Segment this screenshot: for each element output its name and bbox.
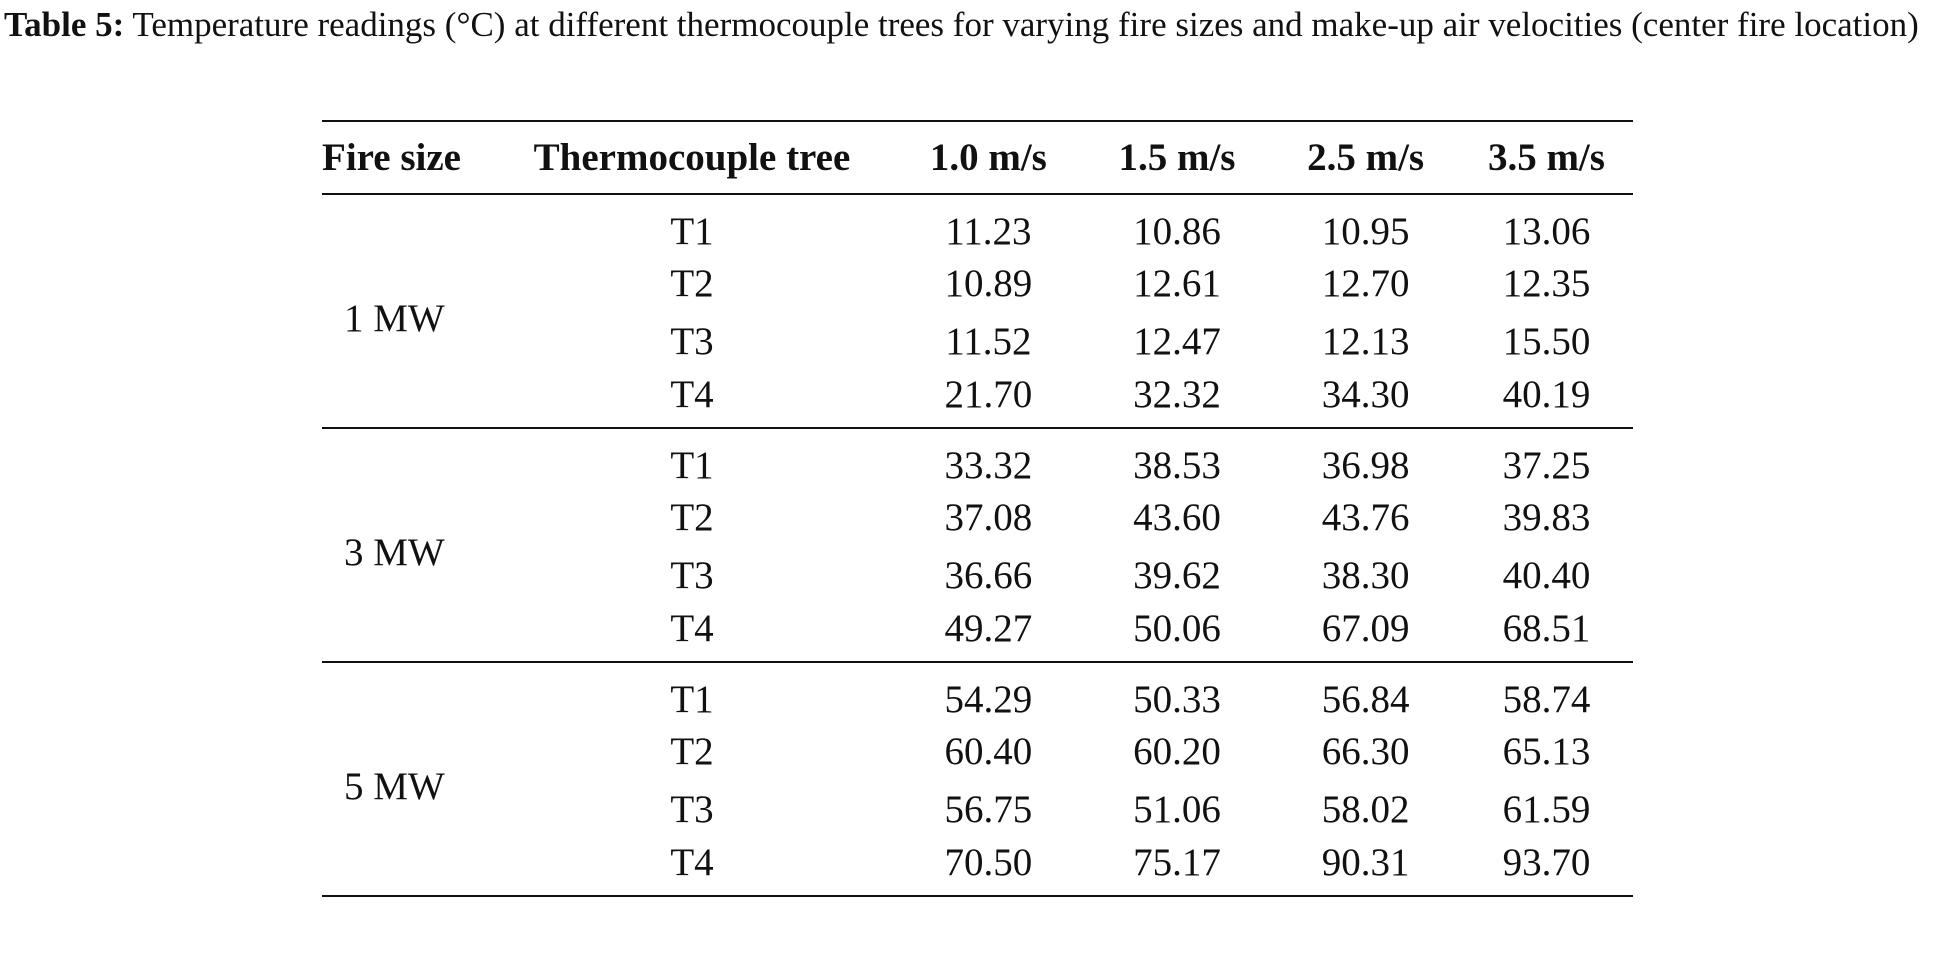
tree-cell: T4 [670,607,714,650]
value-cell: 56.84 [1321,678,1410,721]
tree-cell: T3 [670,787,714,831]
table-row: T3 36.66 39.62 38.30 40.40 [322,546,1633,604]
value-cell: 12.70 [1321,261,1410,305]
value-cell: 37.08 [944,495,1033,539]
table-row: T3 11.52 12.47 12.13 15.50 [322,312,1633,370]
value-cell: 40.19 [1502,373,1591,416]
table-row: 1 MW T1 11.23 10.86 10.95 13.06 [322,194,1633,340]
group-3mw: 3 MW T1 33.32 38.53 36.98 37.25 T2 37.08… [322,428,1633,662]
table-row: T4 21.70 32.32 34.30 40.19 [322,370,1633,428]
header-velocity-2: 1.5 m/s [1082,120,1272,195]
table-row: T4 70.50 75.17 90.31 93.70 [322,838,1633,896]
table-row: 5 MW T1 54.29 50.33 56.84 58.74 [322,662,1633,808]
value-cell: 12.35 [1502,261,1591,305]
value-cell: 75.17 [1133,841,1221,884]
value-cell: 33.32 [944,444,1033,487]
fire-size-cell: 3 MW [344,530,445,574]
value-cell: 93.70 [1502,841,1591,884]
value-cell: 10.95 [1321,210,1410,253]
value-cell: 13.06 [1502,210,1591,253]
value-cell: 36.98 [1321,444,1410,487]
value-cell: 67.09 [1321,607,1410,650]
table-row: T4 49.27 50.06 67.09 68.51 [322,604,1633,662]
tree-cell: T2 [670,729,714,773]
value-cell: 34.30 [1321,373,1410,416]
tree-cell: T4 [670,373,714,416]
value-cell: 32.32 [1133,373,1221,416]
value-cell: 39.62 [1133,553,1221,597]
tree-cell: T3 [670,319,714,363]
value-cell: 37.25 [1502,444,1591,487]
tree-cell: T1 [670,210,714,253]
header-velocity-3: 2.5 m/s [1271,120,1460,195]
header-row: Fire size Thermocouple tree 1.0 m/s 1.5 … [322,120,1633,195]
value-cell: 68.51 [1502,607,1591,650]
table-header: Fire size Thermocouple tree 1.0 m/s 1.5 … [322,120,1633,195]
value-cell: 12.13 [1321,319,1410,363]
value-cell: 12.47 [1133,319,1221,363]
value-cell: 54.29 [944,678,1033,721]
value-cell: 38.30 [1321,553,1410,597]
header-thermocouple-tree: Thermocouple tree [489,120,895,195]
value-cell: 60.40 [944,729,1033,773]
header-velocity-1: 1.0 m/s [894,120,1083,195]
table-row: T3 56.75 51.06 58.02 61.59 [322,780,1633,838]
value-cell: 61.59 [1502,787,1591,831]
value-cell: 11.23 [945,210,1032,253]
value-cell: 43.60 [1133,495,1221,539]
value-cell: 60.20 [1133,729,1221,773]
group-1mw: 1 MW T1 11.23 10.86 10.95 13.06 T2 10.89… [322,194,1633,428]
value-cell: 21.70 [944,373,1033,416]
value-cell: 12.61 [1133,261,1221,305]
value-cell: 38.53 [1133,444,1221,487]
caption-text: Temperature readings (°C) at different t… [132,5,1919,44]
fire-size-cell: 1 MW [344,296,445,340]
value-cell: 58.02 [1321,787,1410,831]
header-velocity-4: 3.5 m/s [1459,120,1633,195]
table-caption: Table 5: Temperature readings (°C) at di… [4,0,1949,49]
group-5mw: 5 MW T1 54.29 50.33 56.84 58.74 T2 60.40… [322,662,1633,896]
tree-cell: T1 [670,678,714,721]
value-cell: 56.75 [944,787,1033,831]
tree-cell: T2 [670,495,714,539]
value-cell: 50.06 [1133,607,1221,650]
fire-size-cell: 5 MW [344,764,445,808]
temperature-table: Fire size Thermocouple tree 1.0 m/s 1.5 … [322,120,1633,897]
table-row: T2 37.08 43.60 43.76 39.83 [322,488,1633,546]
value-cell: 15.50 [1502,319,1591,363]
value-cell: 43.76 [1321,495,1410,539]
table-row: 3 MW T1 33.32 38.53 36.98 37.25 [322,428,1633,574]
table-row: T2 10.89 12.61 12.70 12.35 [322,254,1633,312]
value-cell: 10.89 [944,261,1033,305]
value-cell: 39.83 [1502,495,1591,539]
value-cell: 10.86 [1133,210,1221,253]
value-cell: 51.06 [1133,787,1221,831]
header-fire-size: Fire size [322,120,490,195]
value-cell: 70.50 [944,841,1033,884]
value-cell: 66.30 [1321,729,1410,773]
value-cell: 40.40 [1502,553,1591,597]
tree-cell: T2 [670,261,714,305]
caption-label: Table 5: [4,5,125,44]
value-cell: 50.33 [1133,678,1221,721]
value-cell: 65.13 [1502,729,1591,773]
tree-cell: T4 [670,841,714,884]
value-cell: 58.74 [1502,678,1591,721]
value-cell: 36.66 [944,553,1033,597]
value-cell: 90.31 [1321,841,1410,884]
value-cell: 49.27 [944,607,1033,650]
value-cell: 11.52 [945,319,1032,363]
tree-cell: T3 [670,553,714,597]
table-row: T2 60.40 60.20 66.30 65.13 [322,722,1633,780]
tree-cell: T1 [670,444,714,487]
